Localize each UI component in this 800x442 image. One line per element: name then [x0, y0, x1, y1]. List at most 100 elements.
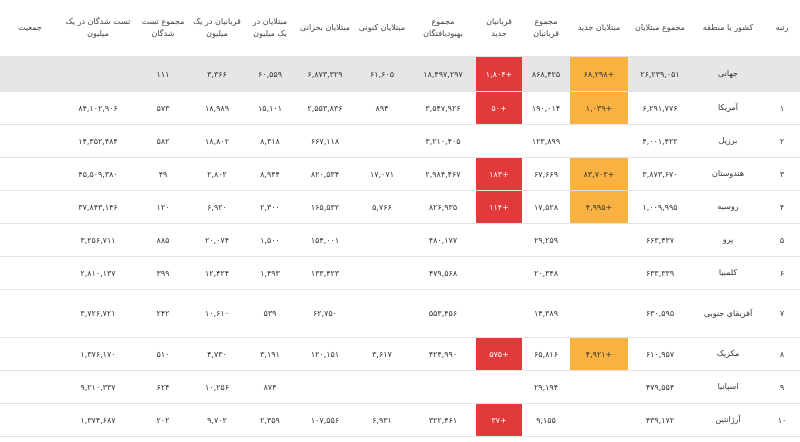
table-cell: ۱۵۴,۰۰۱ [296, 223, 354, 257]
table-cell: ۳,۵۴۷,۹۲۶ [410, 91, 476, 125]
table-cell: ۶,۹۳۱ [354, 403, 410, 437]
column-header: مجموع مبتلایان [628, 0, 692, 57]
table-cell: ۱۸,۹۸۹ [190, 91, 244, 125]
table-cell: ۱,۰۰۹,۹۹۵ [628, 190, 692, 224]
table-cell [570, 289, 628, 338]
column-header: مجموع بهبودیافتگان [410, 0, 476, 57]
table-cell: ۶,۹۲۰ [190, 190, 244, 224]
table-cell [570, 223, 628, 257]
table-cell: ۲۹,۲۵۹ [522, 223, 570, 257]
column-header: مبتلایان کنونی [354, 0, 410, 57]
table-cell [570, 256, 628, 290]
table-cell [0, 403, 60, 437]
table-cell: ۹,۲۱۰,۳۳۷ [60, 370, 136, 404]
table-row: ۲ برزیل ۴,۰۰۱,۴۲۲ ۱۲۳,۸۹۹ ۳,۲۱۰,۴۰۵ ۶۶۷,۱۱۸ ۸,… [0, 124, 800, 158]
table-cell: ۵ [764, 223, 800, 257]
table-cell: ۸,۳۱۸ [244, 124, 296, 158]
table-cell: کلمبیا [692, 256, 764, 290]
table-cell: ۷ [764, 289, 800, 338]
table-cell [570, 124, 628, 158]
table-cell: ۳,۸۷۳,۶۷۰ [628, 157, 692, 191]
table-cell: ۵۱۰ [136, 337, 190, 371]
table-row: ۶ کلمبیا ۶۳۳,۳۳۹ ۲۰,۳۴۸ ۴۷۹,۵۶۸ ۱۳۳,۴۲۳ ۱,۴۹۳ ۱… [0, 256, 800, 290]
table-cell: ۶۱,۶۰۵ [354, 56, 410, 92]
table-cell: +۳۷ [476, 403, 522, 437]
table-cell: ۲,۹۸۴,۴۶۷ [410, 157, 476, 191]
table-cell: ۴,۷۳۰ [190, 337, 244, 371]
table-cell: ۳,۷۲۶,۷۲۱ [60, 289, 136, 338]
table-cell [0, 223, 60, 257]
table-cell: ۱,۳۷۴,۶۸۷ [60, 403, 136, 437]
table-cell: ۶۶۷,۱۱۸ [296, 124, 354, 158]
column-header: مبتلایان بحرانی [296, 0, 354, 57]
table-cell: ۱,۵۰۰ [244, 223, 296, 257]
table-cell: هندوستان [692, 157, 764, 191]
table-cell: ۱۷,۰۷۱ [354, 157, 410, 191]
table-cell: ۸۷۴ [244, 370, 296, 404]
table-cell: ۴۲۴,۹۹۰ [410, 337, 476, 371]
table-cell: ۹ [764, 370, 800, 404]
table-cell: ۸۸۵ [136, 223, 190, 257]
table-cell [0, 190, 60, 224]
table-cell [570, 370, 628, 404]
table-row: ۴ روسیه ۱,۰۰۹,۹۹۵ +۴,۹۹۵ ۱۷,۵۲۸ +۱۱۴ ۸۲۶,۹۳۵ ۵,… [0, 190, 800, 224]
table-cell [0, 56, 60, 92]
table-cell: +۸۳,۷۰۳ [570, 157, 628, 191]
table-cell: ۴۵,۵۰۹,۳۸۰ [60, 157, 136, 191]
table-cell: ۴۹ [136, 157, 190, 191]
table-cell [0, 256, 60, 290]
table-cell [0, 370, 60, 404]
table-cell [0, 289, 60, 338]
table-cell: آرژانتین [692, 403, 764, 437]
table-cell: ۲,۳۰۰ [244, 190, 296, 224]
table-cell: ۱۰,۲۵۶ [190, 370, 244, 404]
table-cell: ۹,۷۰۲ [190, 403, 244, 437]
table-cell [476, 370, 522, 404]
table-cell: ۶۳۳,۳۳۹ [628, 256, 692, 290]
table-cell: ۵۵۳,۴۵۶ [410, 289, 476, 338]
table-cell [354, 223, 410, 257]
table-cell: ۸ [764, 337, 800, 371]
table-cell: ۴۳۹,۱۷۲ [628, 403, 692, 437]
table-cell: ۶۱۰,۹۵۷ [628, 337, 692, 371]
table-cell [410, 370, 476, 404]
table-cell: ۱۱۱ [136, 56, 190, 92]
table-cell: ۸۴,۱۰۲,۹۰۶ [60, 91, 136, 125]
table-cell: ۲۰,۰۷۴ [190, 223, 244, 257]
column-header: مجموع قربانیان [522, 0, 570, 57]
table-cell: آفریقای جنوبی [692, 289, 764, 338]
table-row: ۵ پرو ۶۶۳,۴۳۷ ۲۹,۲۵۹ ۴۸۰,۱۷۷ ۱۵۴,۰۰۱ ۱,۵۰۰ ۲۰,۰… [0, 223, 800, 257]
table-cell: ۶,۸۷۳,۳۲۹ [296, 56, 354, 92]
table-cell: ۱۵,۱۰۱ [244, 91, 296, 125]
table-cell [354, 370, 410, 404]
table-cell: آمریکا [692, 91, 764, 125]
table-cell [476, 124, 522, 158]
table-cell: ۲۶,۲۳۹,۰۵۱ [628, 56, 692, 92]
table-cell: ۳,۶۱۷ [354, 337, 410, 371]
table-cell: ۳,۲۵۶,۷۱۱ [60, 223, 136, 257]
table-cell: ۳,۳۶۶ [190, 56, 244, 92]
table-cell: ۶ [764, 256, 800, 290]
table-cell: روسیه [692, 190, 764, 224]
table-cell [296, 370, 354, 404]
table-cell: ۴۷۹,۵۶۸ [410, 256, 476, 290]
table-cell: ۱ [764, 91, 800, 125]
table-cell: ۶۶۳,۴۳۷ [628, 223, 692, 257]
table-cell: ۸۲۶,۹۳۵ [410, 190, 476, 224]
table-row: ۱۰ آرژانتین ۴۳۹,۱۷۲ ۹,۱۵۵ +۳۷ ۳۲۲,۴۶۱ ۶,۹۳۱ ۱۰۷… [0, 403, 800, 437]
table-cell: ۸۲۰,۵۳۴ [296, 157, 354, 191]
table-cell: +۶۸,۲۹۸ [570, 56, 628, 92]
table-cell [0, 157, 60, 191]
table-cell: +۱,۰۳۹ [570, 91, 628, 125]
table-cell: ۲۹,۱۹۴ [522, 370, 570, 404]
column-header: مبتلایان جدید [570, 0, 628, 57]
column-header: قربانیان جدید [476, 0, 522, 57]
table-cell [354, 256, 410, 290]
table-cell: +۱,۸۰۴ [476, 56, 522, 92]
column-header: مبتلایان در یک میلیون [244, 0, 296, 57]
table-cell: ۴,۰۰۱,۴۲۲ [628, 124, 692, 158]
table-cell: +۱۸۳ [476, 157, 522, 191]
table-cell: ۶۳۰,۵۹۵ [628, 289, 692, 338]
